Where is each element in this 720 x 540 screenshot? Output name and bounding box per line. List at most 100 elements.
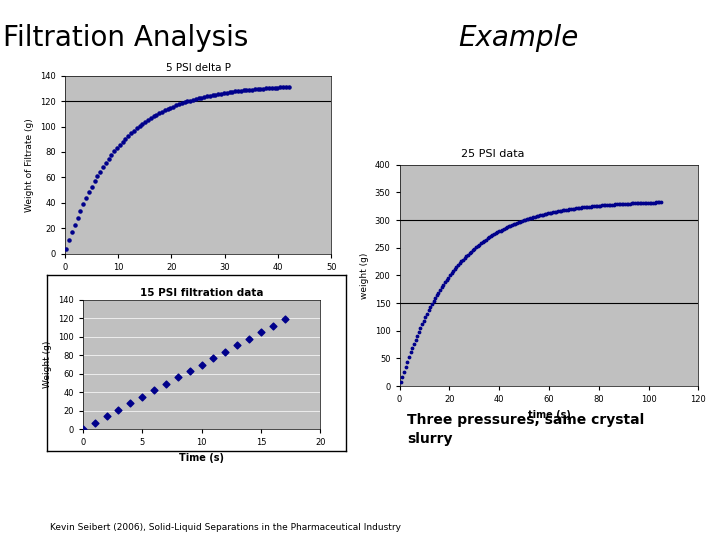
Point	[283, 83, 294, 91]
Point	[172, 373, 184, 382]
Point	[83, 188, 94, 197]
Y-axis label: Weight of Filtrate (g): Weight of Filtrate (g)	[25, 118, 35, 212]
Point	[421, 309, 433, 318]
Point	[405, 348, 416, 357]
Point	[459, 254, 470, 262]
Point	[451, 262, 462, 271]
Point	[255, 84, 266, 93]
Point	[109, 147, 120, 156]
Point	[642, 198, 654, 207]
Point	[261, 84, 272, 93]
Point	[252, 85, 264, 93]
Y-axis label: weight (g): weight (g)	[360, 252, 369, 299]
Point	[505, 221, 516, 230]
Point	[516, 217, 528, 225]
Point	[202, 92, 213, 100]
Point	[492, 228, 503, 237]
Point	[636, 199, 647, 207]
Point	[246, 85, 258, 94]
Point	[634, 199, 646, 207]
Point	[536, 211, 547, 219]
Text: Filtration Analysis: Filtration Analysis	[4, 24, 248, 52]
Point	[644, 198, 655, 207]
Point	[66, 228, 78, 237]
Point	[464, 249, 475, 258]
Point	[526, 213, 538, 222]
Point	[552, 207, 564, 215]
Point	[606, 200, 618, 209]
Point	[142, 116, 153, 124]
Point	[160, 380, 171, 388]
Point	[148, 386, 160, 395]
Point	[165, 104, 176, 112]
Point	[585, 202, 596, 211]
Point	[454, 259, 466, 267]
Point	[398, 367, 410, 376]
Point	[255, 328, 266, 336]
Point	[593, 201, 605, 210]
Point	[215, 89, 227, 98]
Point	[407, 344, 418, 353]
Point	[411, 331, 423, 340]
Point	[69, 220, 81, 229]
Point	[190, 94, 202, 103]
Point	[493, 227, 505, 236]
Point	[569, 204, 580, 213]
Point	[500, 224, 511, 232]
Point	[171, 101, 182, 110]
Point	[529, 212, 541, 221]
Point	[196, 360, 207, 369]
Point	[150, 111, 162, 119]
Point	[632, 199, 644, 207]
Point	[650, 198, 662, 207]
Point	[590, 202, 601, 211]
Point	[243, 334, 255, 343]
Point	[551, 207, 562, 216]
Point	[639, 199, 650, 207]
Point	[609, 200, 621, 209]
Point	[521, 215, 533, 224]
Point	[137, 120, 148, 129]
Point	[429, 294, 441, 302]
Point	[120, 134, 131, 143]
Point	[212, 90, 224, 98]
Point	[565, 205, 577, 213]
Point	[220, 347, 231, 356]
Point	[397, 373, 408, 381]
Point	[619, 199, 631, 208]
Point	[77, 425, 89, 434]
Point	[128, 126, 140, 135]
Point	[598, 201, 610, 210]
Point	[624, 199, 636, 208]
Point	[94, 167, 106, 176]
Point	[97, 163, 109, 172]
Point	[591, 201, 603, 210]
Point	[506, 221, 518, 230]
Point	[140, 118, 151, 126]
Point	[258, 84, 269, 93]
Point	[112, 144, 123, 152]
Point	[439, 278, 451, 287]
Point	[426, 300, 438, 308]
Point	[501, 223, 513, 232]
Point	[187, 96, 199, 104]
Point	[623, 199, 634, 208]
Point	[456, 257, 467, 266]
Point	[497, 225, 508, 234]
Point	[218, 89, 230, 97]
Point	[232, 87, 243, 96]
Point	[418, 316, 430, 325]
Point	[159, 106, 171, 114]
Point	[444, 271, 456, 280]
Point	[488, 230, 500, 239]
Point	[415, 323, 426, 332]
Point	[266, 84, 277, 92]
Point	[263, 84, 274, 92]
Point	[616, 200, 628, 208]
Point	[280, 83, 292, 91]
Point	[112, 406, 125, 414]
Point	[627, 199, 639, 208]
Point	[467, 246, 479, 254]
Point	[647, 198, 659, 207]
Point	[227, 87, 238, 96]
